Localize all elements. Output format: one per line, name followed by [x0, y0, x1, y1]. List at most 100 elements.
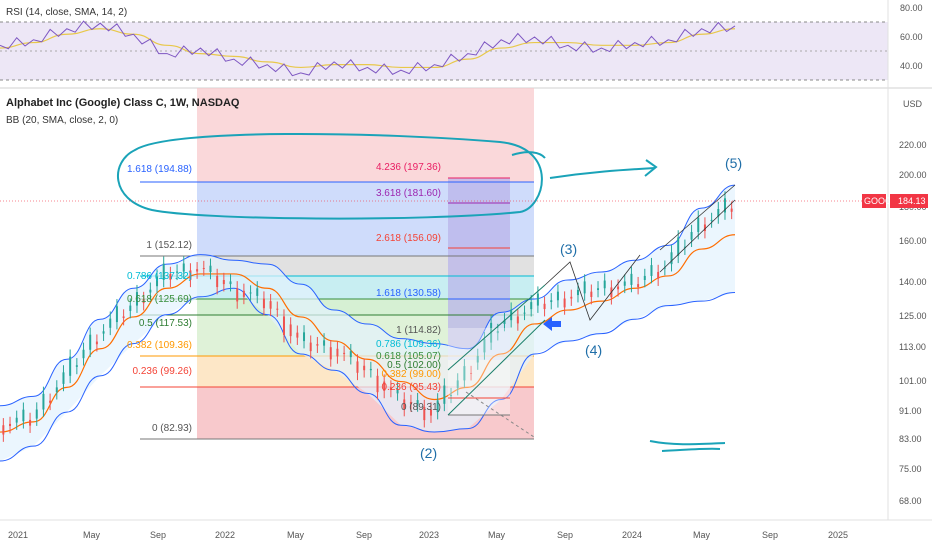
candle-body — [62, 372, 65, 384]
candle-body — [570, 296, 573, 299]
candle-body — [389, 387, 392, 390]
price-tick: 220.00 — [899, 140, 927, 150]
candle-body — [135, 292, 138, 306]
candle-body — [396, 389, 399, 394]
rsi-tick: 80.00 — [900, 3, 923, 13]
wave-path — [544, 254, 641, 321]
candle-body — [9, 423, 12, 427]
candle-body — [122, 316, 125, 318]
fib-label: 1.618 (194.88) — [127, 164, 192, 175]
candle-body — [29, 419, 32, 426]
chart-title: Alphabet Inc (Google) Class C, 1W, NASDA… — [6, 97, 240, 109]
candle-body — [637, 284, 640, 288]
candle-body — [242, 290, 245, 297]
candle-body — [516, 316, 519, 324]
candle-body — [49, 400, 52, 403]
candle-body — [229, 281, 232, 285]
annotation-hook — [511, 151, 546, 159]
candle-body — [236, 288, 239, 302]
wave-label: (5) — [725, 155, 742, 171]
candle-body — [2, 425, 5, 435]
candle-body — [683, 246, 686, 248]
price-axis[interactable]: USD 220.00 200.00 180.00 160.00 140.00 1… — [0, 0, 928, 520]
trend-line — [447, 284, 546, 371]
time-tick: 2025 — [828, 530, 848, 540]
fibsmall-label: 0 (89.31) — [401, 402, 441, 413]
time-tick: May — [83, 530, 101, 540]
time-tick: Sep — [557, 530, 573, 540]
bb-basis-line — [0, 234, 736, 433]
fibsmall-label: 0.382 (99.00) — [382, 369, 442, 380]
candle-body — [202, 268, 205, 270]
fib-small — [448, 328, 510, 416]
candle-body — [329, 347, 332, 360]
candle-body — [429, 409, 432, 416]
candle-body — [703, 224, 706, 232]
candle-body — [630, 273, 633, 285]
symbol-badge-text: GOOG — [864, 196, 892, 206]
candle-body — [22, 409, 25, 422]
candle-body — [276, 308, 279, 310]
candle-body — [249, 292, 252, 294]
fibext-label: 3.618 (181.60) — [376, 188, 441, 199]
fib-label: 0 (82.93) — [152, 423, 192, 434]
rsi-tick: 60.00 — [900, 32, 923, 42]
candle-body — [657, 271, 660, 279]
candle-body — [75, 365, 78, 367]
candle-body — [650, 265, 653, 276]
price-tick: 160.00 — [899, 236, 927, 246]
candle-body — [717, 209, 720, 217]
bb-fill — [0, 185, 735, 462]
candle-body — [216, 275, 219, 288]
candle-body — [723, 198, 726, 213]
candle-body — [617, 286, 620, 290]
rsi-pane: RSI (14, close, SMA, 14, 2) 80.00 60.00 … — [0, 3, 923, 81]
candle-body — [403, 399, 406, 409]
fib-label: 0.786 (137.32) — [127, 271, 192, 282]
price-tick: 140.00 — [899, 277, 927, 287]
candle-body — [115, 306, 118, 323]
candle-body — [296, 332, 299, 338]
candle-body — [677, 237, 680, 256]
rsi-band-background — [0, 22, 888, 80]
candle-body — [470, 372, 473, 374]
candle-body — [536, 293, 539, 306]
support-scribble — [661, 447, 721, 452]
candle-body — [530, 302, 533, 310]
candle-body — [476, 355, 479, 363]
candle-body — [209, 265, 212, 272]
candle-body — [623, 281, 626, 286]
candle-body — [303, 332, 306, 342]
last-price-text: 184.13 — [898, 196, 926, 206]
candle-body — [349, 351, 352, 358]
fib-label: 0.382 (109.36) — [127, 340, 192, 351]
candle-body — [316, 344, 319, 346]
candle-body — [269, 301, 272, 309]
price-tick: 75.00 — [899, 464, 922, 474]
fib-label: 1 (152.12) — [146, 240, 192, 251]
channel-line — [659, 199, 736, 273]
trend-lines — [447, 184, 736, 438]
candle-body — [369, 368, 372, 371]
candle-body — [343, 352, 346, 354]
time-tick: May — [287, 530, 305, 540]
rsi-legend: RSI (14, close, SMA, 14, 2) — [6, 7, 127, 18]
candle-body — [556, 291, 559, 301]
candle-body — [436, 400, 439, 413]
candle-body — [109, 318, 112, 328]
candle-body — [95, 341, 98, 345]
candle-body — [55, 387, 58, 393]
wave-label: (3) — [560, 241, 577, 257]
time-tick: 2024 — [622, 530, 642, 540]
ellipse-annotation — [117, 132, 543, 220]
candle-body — [182, 263, 185, 272]
symbol-badge — [862, 194, 886, 208]
candle-body — [162, 263, 165, 280]
time-axis[interactable]: 2021 May Sep 2022 May Sep 2023 May Sep 2… — [0, 519, 932, 540]
candle-body — [256, 288, 259, 296]
fibext-label: 4.236 (197.36) — [376, 162, 441, 173]
candle-body — [376, 375, 379, 393]
fibsmall-label: 0.5 (102.00) — [387, 360, 441, 371]
fib-label: 0.236 (99.26) — [133, 366, 193, 377]
fibext-label: 2.618 (156.09) — [376, 233, 441, 244]
